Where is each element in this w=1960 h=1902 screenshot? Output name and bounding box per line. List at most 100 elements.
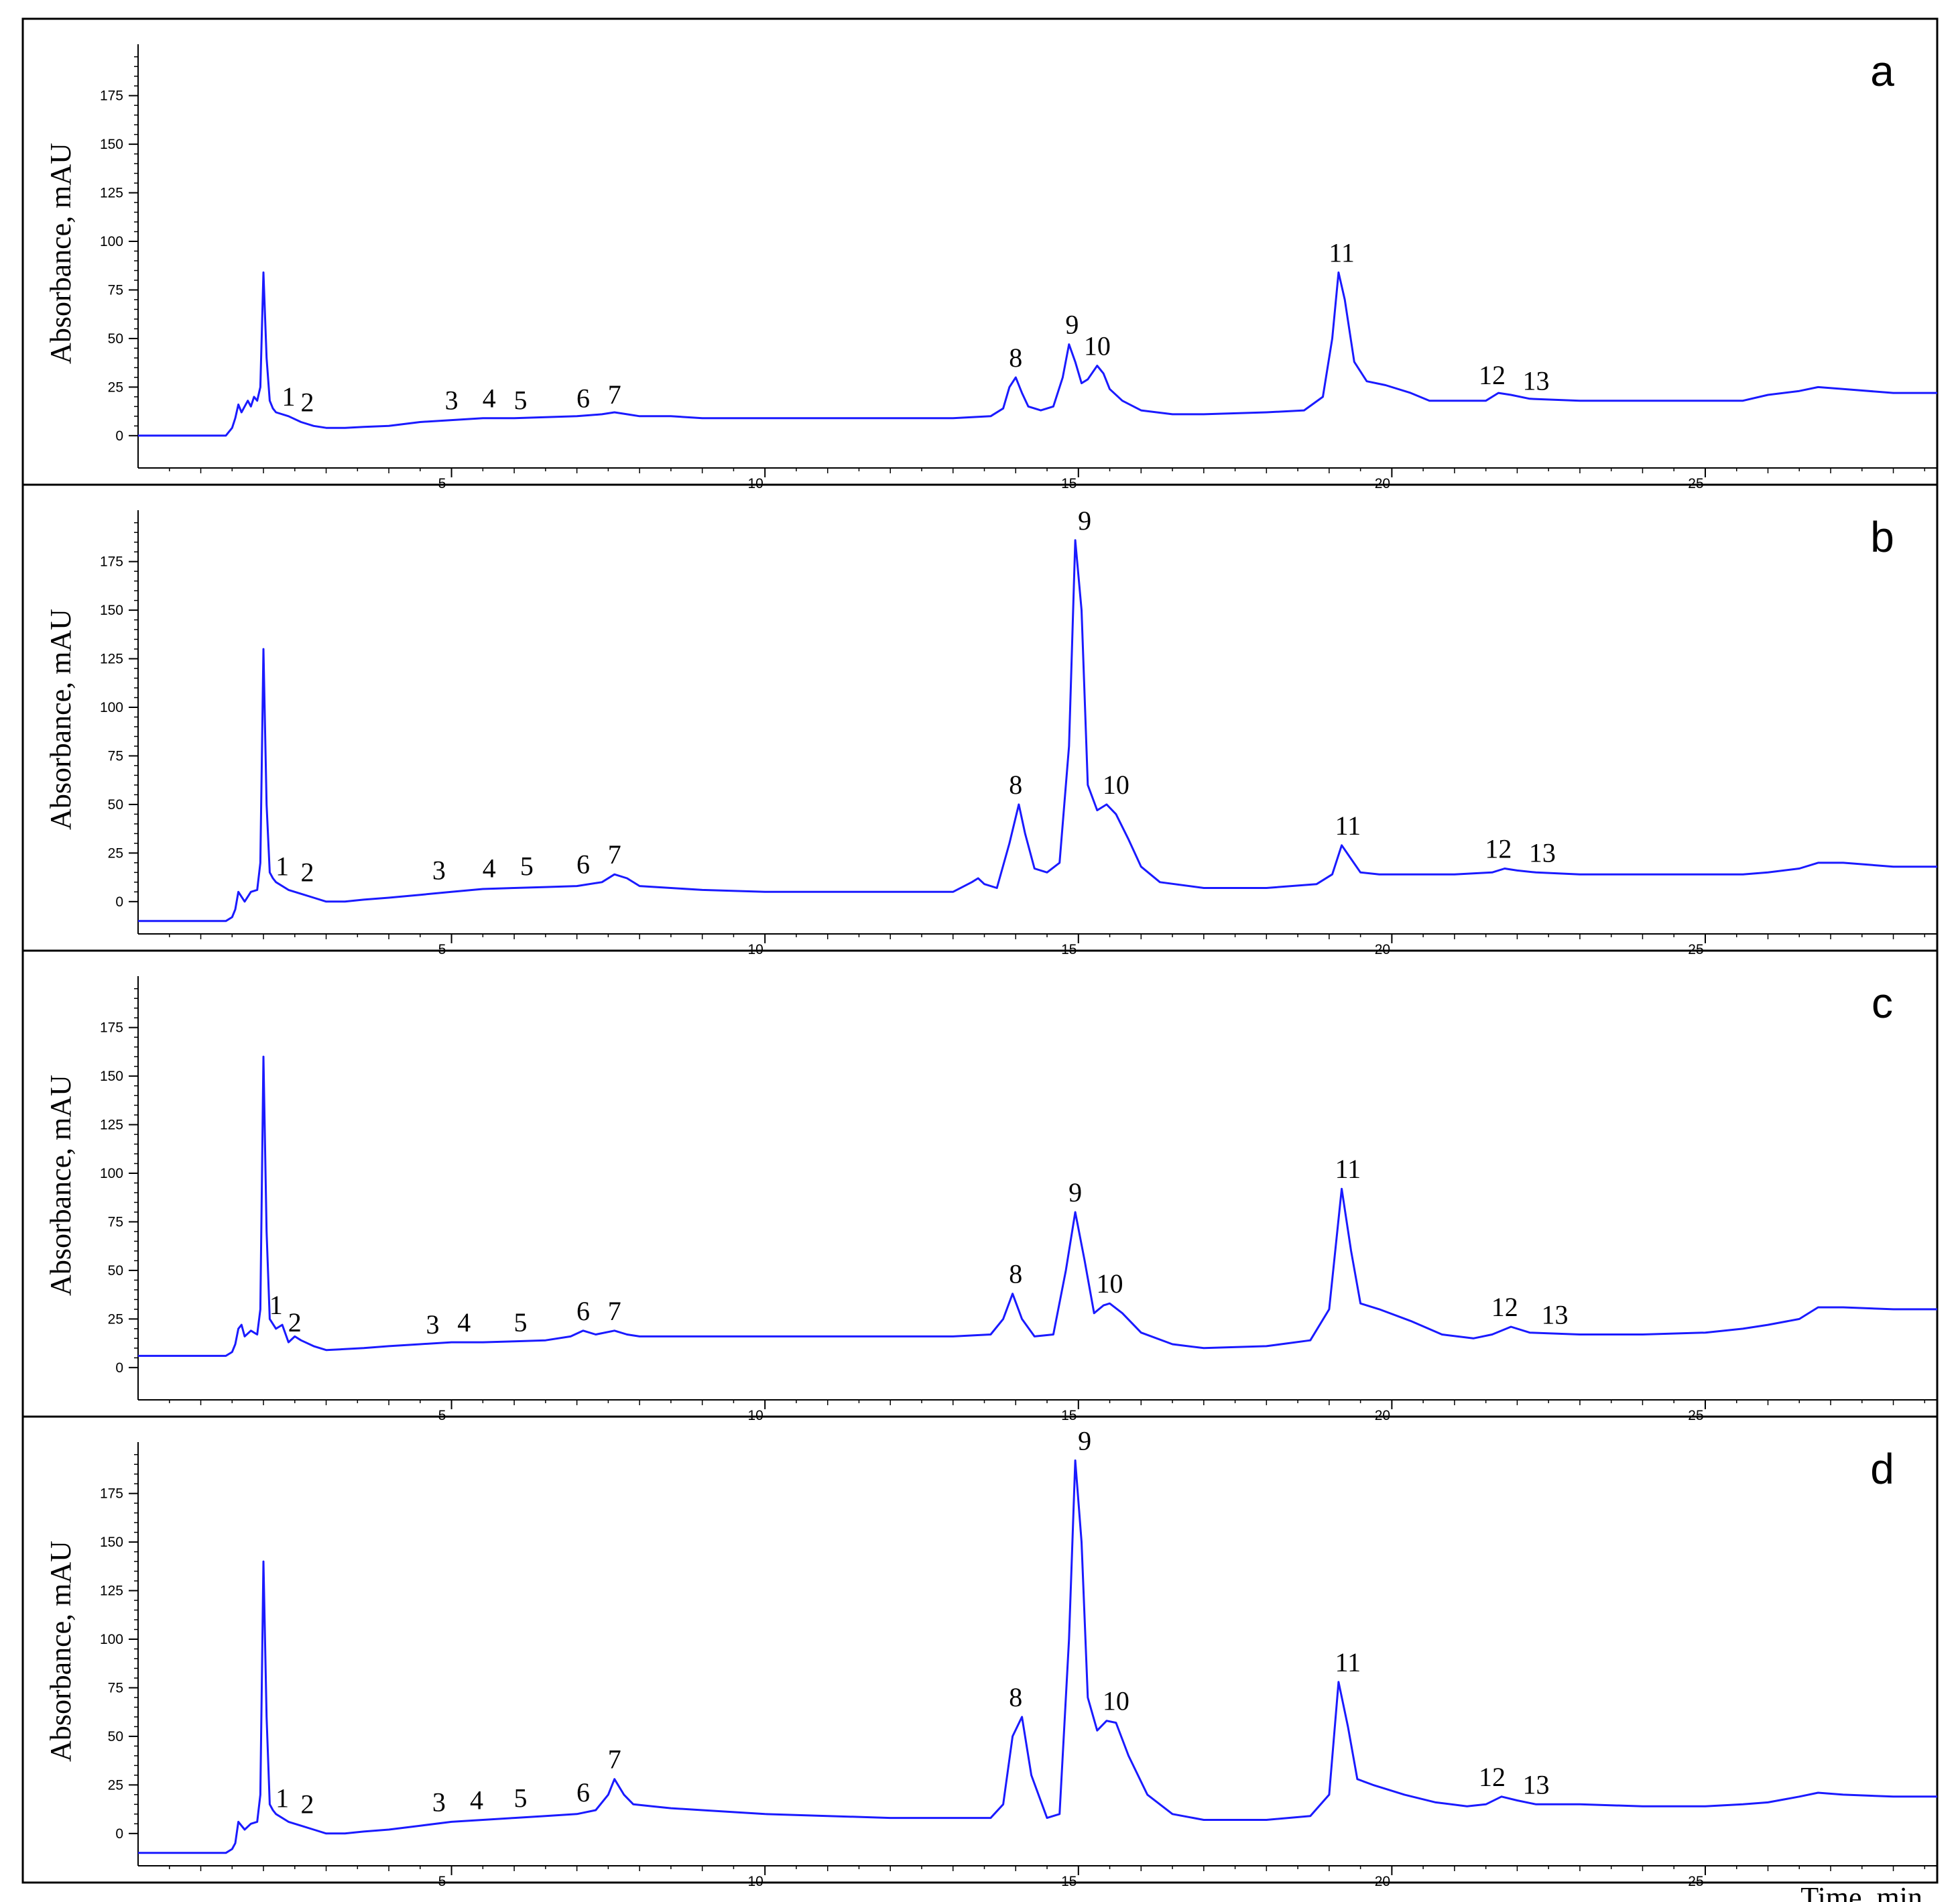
y-tick-label: 25: [108, 379, 123, 395]
panel-letter: b: [1870, 513, 1894, 561]
peak-label-3: 3: [426, 1309, 440, 1340]
peak-label-7: 7: [608, 1744, 621, 1775]
y-tick-label: 100: [100, 1632, 123, 1647]
y-tick-label: 0: [115, 894, 123, 910]
y-tick-label: 50: [108, 1729, 123, 1744]
peak-label-4: 4: [483, 383, 496, 414]
x-tick-label: 15: [1061, 1874, 1077, 1889]
peak-label-13: 13: [1522, 1769, 1549, 1799]
y-tick-label: 75: [108, 748, 123, 764]
peak-label-6: 6: [576, 383, 590, 414]
y-tick-label: 25: [108, 845, 123, 861]
y-tick-label: 150: [100, 1535, 123, 1550]
peak-label-2: 2: [301, 1789, 314, 1819]
y-tick-label: 100: [100, 234, 123, 249]
peak-label-13: 13: [1529, 837, 1556, 868]
peak-label-7: 7: [608, 379, 621, 410]
y-tick-label: 175: [100, 88, 123, 104]
y-tick-label: 150: [100, 137, 123, 152]
peak-label-6: 6: [576, 849, 590, 880]
peak-label-3: 3: [445, 385, 458, 416]
chromatogram-trace: [138, 1055, 1937, 1357]
peak-label-12: 12: [1485, 834, 1512, 864]
peak-label-10: 10: [1103, 1686, 1129, 1716]
y-axis-label: Absorbance, mAU: [44, 1075, 77, 1296]
y-tick-label: 75: [108, 1214, 123, 1230]
panel-letter: c: [1872, 979, 1893, 1027]
panel-letter: d: [1870, 1445, 1894, 1493]
peak-label-2: 2: [301, 388, 314, 418]
y-axis-label: Absorbance, mAU: [44, 143, 77, 364]
chromatogram-trace: [138, 1459, 1937, 1854]
y-tick-label: 75: [108, 1680, 123, 1696]
panel-b: 0255075100125150175510152025Absorbance, …: [23, 483, 1937, 957]
y-tick-label: 100: [100, 1166, 123, 1181]
y-tick-label: 150: [100, 603, 123, 618]
peak-label-1: 1: [269, 1290, 283, 1320]
peak-label-12: 12: [1479, 1762, 1506, 1792]
peak-label-8: 8: [1009, 1259, 1022, 1289]
peak-label-11: 11: [1329, 237, 1355, 268]
peak-label-2: 2: [301, 857, 314, 887]
x-tick-label: 10: [748, 1874, 763, 1889]
peak-label-11: 11: [1335, 811, 1361, 841]
y-axis-label: Absorbance, mAU: [44, 1541, 77, 1762]
peak-label-4: 4: [457, 1307, 471, 1338]
peak-label-13: 13: [1522, 366, 1549, 396]
peak-label-7: 7: [608, 1296, 621, 1326]
peak-label-1: 1: [275, 851, 289, 882]
peak-label-11: 11: [1335, 1154, 1361, 1184]
x-axis-label: Time, min: [1800, 1881, 1922, 1902]
peak-label-8: 8: [1009, 343, 1022, 373]
y-tick-label: 175: [100, 1020, 123, 1036]
peak-label-10: 10: [1097, 1268, 1123, 1299]
peak-label-9: 9: [1078, 1425, 1091, 1455]
y-tick-label: 75: [108, 282, 123, 298]
y-tick-label: 175: [100, 554, 123, 570]
peak-label-3: 3: [432, 855, 446, 885]
y-tick-label: 125: [100, 652, 123, 667]
x-tick-label: 20: [1375, 1874, 1390, 1889]
y-tick-label: 125: [100, 1118, 123, 1133]
peak-label-4: 4: [483, 853, 496, 884]
y-tick-label: 125: [100, 186, 123, 201]
peak-label-10: 10: [1103, 770, 1129, 800]
peak-label-4: 4: [470, 1785, 483, 1816]
y-tick-label: 0: [115, 1826, 123, 1842]
y-tick-label: 175: [100, 1486, 123, 1502]
peak-label-6: 6: [576, 1777, 590, 1807]
y-tick-label: 50: [108, 331, 123, 347]
panel-a: 0255075100125150175510152025Absorbance, …: [44, 44, 1937, 491]
y-tick-label: 150: [100, 1069, 123, 1084]
peak-label-10: 10: [1084, 331, 1111, 361]
chromatogram-trace: [138, 271, 1937, 437]
peak-label-1: 1: [282, 381, 295, 412]
y-tick-label: 0: [115, 1360, 123, 1376]
panel-letter: a: [1870, 47, 1894, 95]
chromatogram-trace: [138, 539, 1937, 923]
peak-label-3: 3: [432, 1787, 446, 1817]
peak-label-8: 8: [1009, 770, 1022, 800]
peak-label-1: 1: [275, 1783, 289, 1814]
y-tick-label: 50: [108, 797, 123, 813]
panel-c: 0255075100125150175510152025Absorbance, …: [23, 949, 1937, 1423]
peak-label-9: 9: [1078, 506, 1091, 536]
peak-label-5: 5: [513, 385, 527, 416]
peak-label-5: 5: [513, 1307, 527, 1338]
y-tick-label: 0: [115, 428, 123, 444]
peak-label-7: 7: [608, 839, 621, 870]
peak-label-9: 9: [1068, 1177, 1082, 1207]
y-tick-label: 25: [108, 1311, 123, 1327]
x-tick-label: 5: [438, 1874, 446, 1889]
x-tick-label: 25: [1688, 1874, 1703, 1889]
peak-label-8: 8: [1009, 1682, 1022, 1712]
y-tick-label: 50: [108, 1263, 123, 1279]
peak-label-11: 11: [1335, 1647, 1361, 1677]
peak-label-9: 9: [1065, 310, 1079, 340]
peak-label-12: 12: [1491, 1292, 1518, 1322]
peak-label-5: 5: [513, 1783, 527, 1814]
peak-label-5: 5: [520, 851, 534, 882]
peak-label-13: 13: [1542, 1300, 1569, 1330]
